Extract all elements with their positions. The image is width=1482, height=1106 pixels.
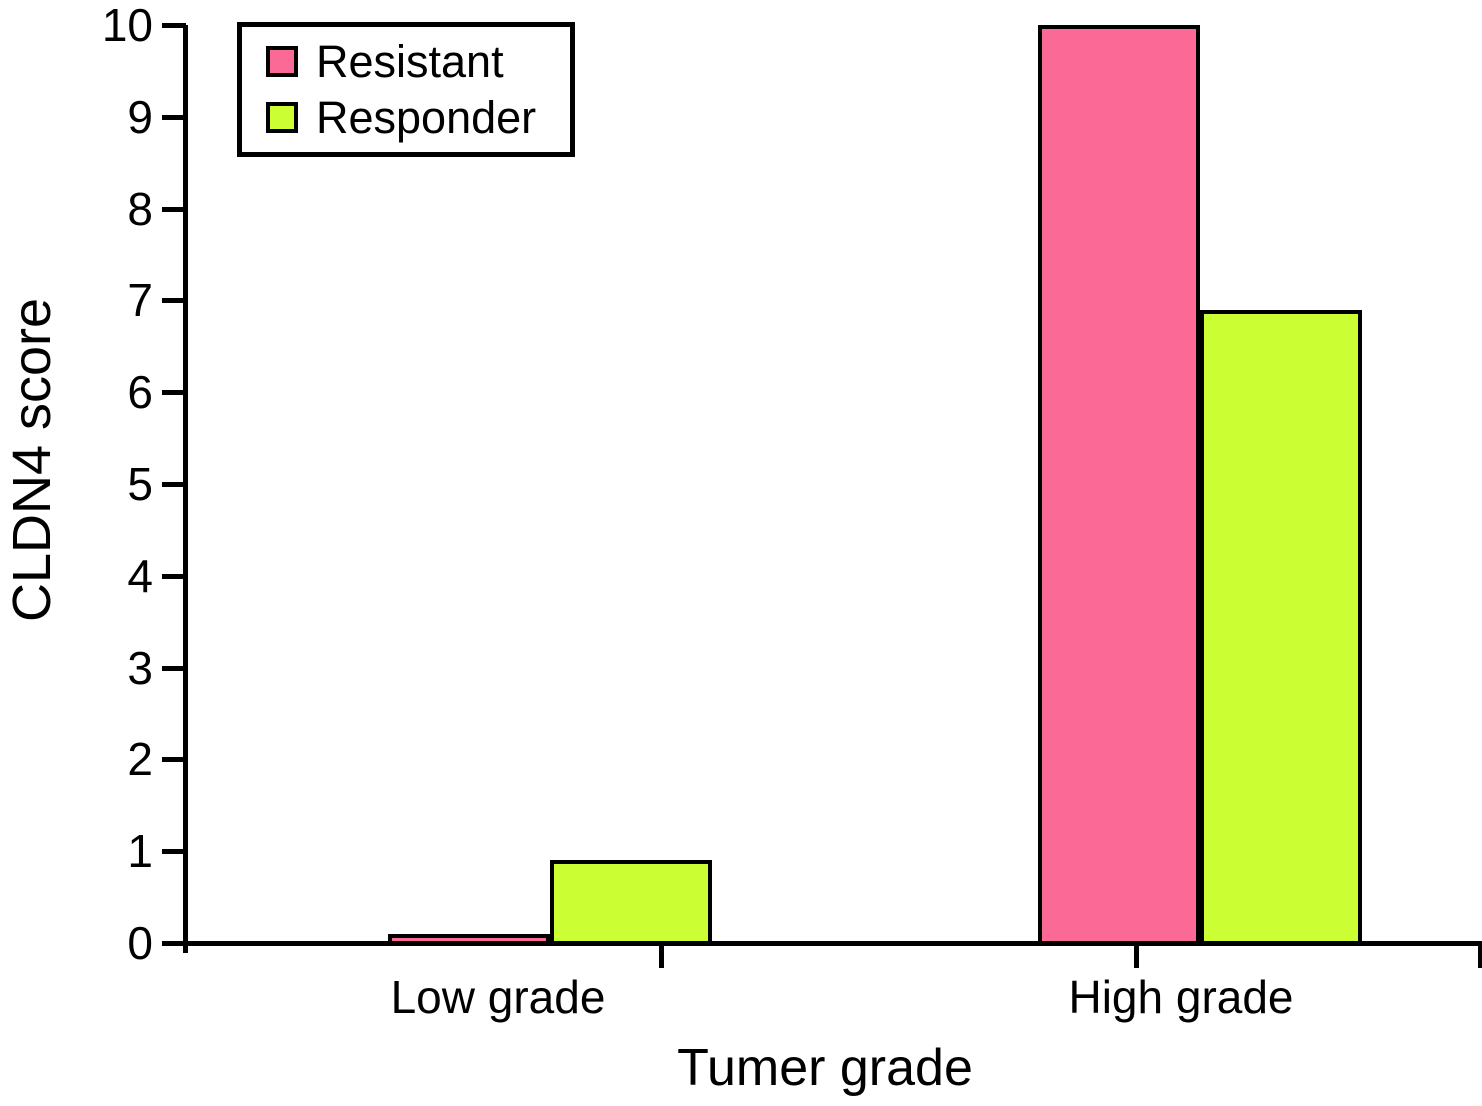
y-tick	[162, 849, 186, 855]
bar-resistant-low-grade	[388, 933, 550, 943]
y-tick	[162, 482, 186, 487]
y-tick-label: 6	[127, 366, 153, 419]
x-category-label-high-grade: High grade	[1068, 971, 1294, 1023]
y-tick	[162, 298, 186, 304]
y-tick	[162, 23, 186, 28]
legend-label-responder: Responder	[316, 92, 537, 144]
legend: Resistant Responder	[237, 22, 575, 157]
y-tick	[162, 665, 186, 671]
bar-resistant-high-grade	[1038, 25, 1200, 943]
legend-item-responder: Responder	[266, 95, 570, 140]
y-tick-label: 0	[127, 917, 153, 969]
legend-label-resistant: Resistant	[316, 35, 504, 87]
x-axis-title: Tumer grade	[677, 1039, 973, 1097]
bar-responder-high-grade	[1200, 309, 1362, 943]
bar-responder-low-grade	[550, 860, 712, 943]
y-tick	[162, 390, 186, 396]
y-tick-label: 3	[127, 641, 153, 694]
y-tick	[162, 114, 186, 120]
legend-swatch-responder	[266, 102, 298, 134]
y-tick-label: 1	[127, 825, 153, 878]
x-tick	[659, 941, 664, 968]
x-axis-line	[183, 941, 1480, 946]
y-tick-label: 4	[127, 549, 153, 602]
y-axis-line	[183, 25, 188, 953]
y-tick-label: 5	[127, 458, 153, 510]
legend-item-resistant: Resistant	[266, 39, 570, 84]
y-tick-label: 7	[127, 274, 153, 327]
y-tick	[162, 941, 186, 946]
y-tick-label: 8	[127, 182, 153, 235]
y-tick	[162, 573, 186, 579]
y-tick-label: 10	[101, 0, 153, 51]
y-tick-label: 2	[127, 733, 153, 786]
x-tick	[1478, 941, 1482, 968]
y-tick	[162, 206, 186, 212]
y-tick-label: 9	[127, 90, 153, 143]
legend-swatch-resistant	[266, 45, 298, 77]
x-tick	[1134, 941, 1139, 968]
y-tick	[162, 757, 186, 763]
x-category-label-low-grade: Low grade	[390, 971, 606, 1023]
